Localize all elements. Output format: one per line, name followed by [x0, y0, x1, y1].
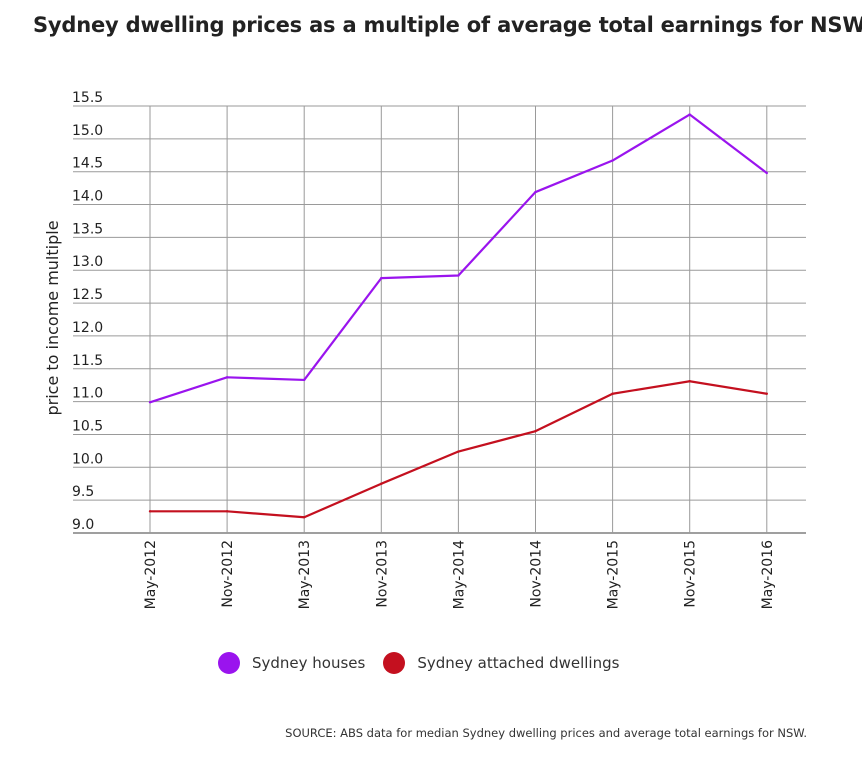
y-tick-label: 14.5	[72, 156, 103, 172]
legend-label-houses: Sydney houses	[252, 654, 366, 672]
data-point[interactable]	[380, 276, 383, 280]
data-point[interactable]	[688, 113, 691, 116]
legend-item-houses[interactable]: Sydney houses	[218, 652, 365, 674]
data-point[interactable]	[225, 376, 229, 379]
chart-title: Sydney dwelling prices as a multiple of …	[33, 13, 862, 37]
x-tick-label: May-2013	[297, 540, 313, 609]
data-point[interactable]	[225, 510, 229, 513]
y-tick-label: 15.0	[72, 123, 103, 139]
legend-swatch-attached	[383, 652, 406, 674]
data-point[interactable]	[303, 378, 306, 382]
data-point[interactable]	[765, 171, 768, 175]
grid	[73, 105, 806, 534]
data-point[interactable]	[148, 510, 152, 513]
data-point[interactable]	[303, 516, 306, 519]
x-tick-label: May-2015	[606, 540, 622, 609]
x-tick-label: May-2014	[451, 540, 467, 609]
y-tick-label: 9.0	[72, 517, 94, 533]
data-point[interactable]	[765, 392, 768, 395]
series-lines	[148, 113, 768, 519]
x-tick-label: May-2016	[760, 540, 776, 609]
y-tick-label: 12.0	[72, 320, 103, 336]
data-point[interactable]	[457, 274, 460, 277]
x-tick-label: Nov-2015	[683, 540, 699, 608]
y-tick-label: 11.0	[72, 386, 103, 402]
legend-item-attached[interactable]: Sydney attached dwellings	[383, 652, 619, 674]
data-point[interactable]	[457, 450, 460, 453]
data-point[interactable]	[380, 482, 383, 485]
y-axis-ticks: 9.0 9.5 10.0 10.5 11.0 11.5 12.0 12.5 13.0 13.5 14…	[72, 90, 103, 533]
x-tick-label: Nov-2014	[529, 540, 545, 608]
y-axis-title: price to income multiple	[43, 220, 62, 415]
y-tick-label: 11.5	[72, 353, 103, 369]
x-axis-ticks: May-2012 Nov-2012 May-2013 Nov-2013 May-2014…	[143, 540, 776, 609]
x-tick-label: Nov-2013	[374, 540, 390, 608]
x-tick-label: Nov-2012	[220, 540, 236, 608]
legend-swatch-houses	[218, 652, 240, 674]
legend-label-attached: Sydney attached dwellings	[417, 654, 620, 672]
y-tick-label: 15.5	[72, 90, 103, 106]
data-point[interactable]	[611, 159, 614, 162]
y-tick-label: 9.5	[72, 484, 94, 500]
data-point[interactable]	[611, 392, 614, 395]
y-tick-label: 10.5	[72, 418, 103, 434]
y-tick-label: 13.5	[72, 221, 103, 237]
data-point[interactable]	[534, 429, 537, 433]
data-point[interactable]	[688, 380, 691, 383]
y-tick-label: 10.0	[72, 451, 103, 467]
data-point[interactable]	[148, 401, 152, 404]
legend: Sydney houses Sydney attached dwellings	[218, 652, 637, 674]
source-note: SOURCE: ABS data for median Sydney dwell…	[285, 726, 807, 740]
y-tick-label: 13.0	[72, 254, 103, 270]
x-tick-label: May-2012	[143, 540, 159, 609]
y-tick-label: 12.5	[72, 287, 103, 303]
data-point[interactable]	[534, 190, 537, 194]
y-tick-label: 14.0	[72, 189, 103, 205]
